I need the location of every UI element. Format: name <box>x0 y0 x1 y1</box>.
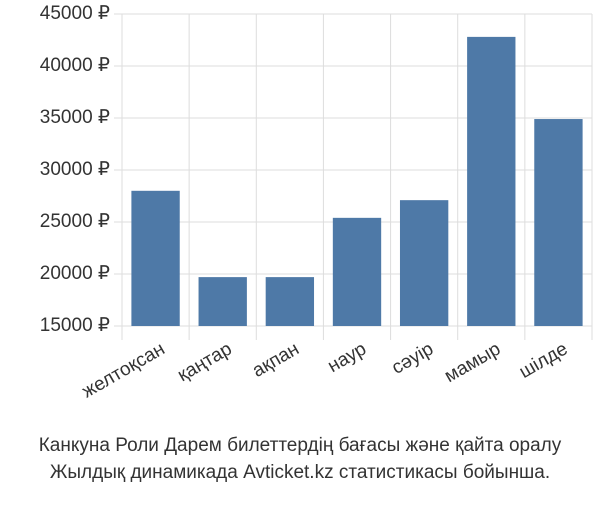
x-tick-label: сәуір <box>388 338 437 378</box>
y-tick-label: 30000 ₽ <box>40 159 110 180</box>
bar <box>332 217 382 326</box>
y-tick-label: 25000 ₽ <box>40 211 110 232</box>
x-tick-label: мамыр <box>441 338 504 387</box>
caption: Жылдық динамикада Avticket.kz статистика… <box>50 462 550 483</box>
bar <box>198 277 247 326</box>
y-tick-label: 20000 ₽ <box>40 263 110 284</box>
x-tick-label: наур <box>324 338 370 377</box>
y-tick-label: 35000 ₽ <box>40 107 110 128</box>
bar <box>131 190 180 326</box>
bar <box>265 277 315 326</box>
x-tick-label: ақпан <box>249 338 303 381</box>
y-tick-label: 15000 ₽ <box>40 315 110 336</box>
bar <box>467 36 516 326</box>
y-tick-label: 45000 ₽ <box>40 3 110 24</box>
bar <box>534 119 583 326</box>
x-tick-label: шілде <box>516 338 572 382</box>
caption: Канкуна Роли Дарем билеттердің бағасы жә… <box>39 435 562 456</box>
y-tick-label: 40000 ₽ <box>40 55 110 76</box>
x-tick-label: желтоқсан <box>79 338 169 402</box>
x-tick-label: қаңтар <box>174 338 236 386</box>
bar <box>399 200 449 326</box>
